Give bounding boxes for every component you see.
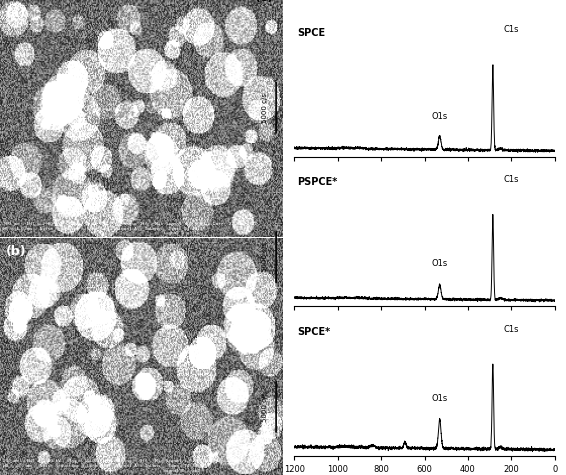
Text: 5000 c/s: 5000 c/s: [262, 392, 268, 422]
Text: 5000 c/s: 5000 c/s: [262, 93, 268, 123]
Text: 200 nm   EHT = 2.00 kV   Mag = 50.00 K X   Mixing = Off   Mix Signal = 0.0000   : 200 nm EHT = 2.00 kV Mag = 50.00 K X Mix…: [3, 459, 258, 473]
Text: C1s: C1s: [504, 25, 519, 34]
Text: SPCE: SPCE: [297, 28, 325, 38]
Text: PSPCE*: PSPCE*: [297, 178, 337, 188]
Text: O1s: O1s: [431, 394, 448, 403]
Text: C1s: C1s: [504, 175, 519, 184]
Text: SPCE*: SPCE*: [297, 327, 330, 337]
Text: (c): (c): [255, 0, 275, 4]
Text: C1s: C1s: [504, 324, 519, 333]
Text: O1s: O1s: [431, 112, 448, 121]
Text: 5000 c/s: 5000 c/s: [262, 242, 268, 272]
Text: (a): (a): [6, 7, 26, 20]
Text: (b): (b): [6, 245, 26, 257]
Text: 200 nm   EHT = 2.00 kV   Mag = 50.00 K X   Mixing = Off   Mix Signal = 0.0000   : 200 nm EHT = 2.00 kV Mag = 50.00 K X Mix…: [3, 222, 258, 235]
Text: O1s: O1s: [431, 259, 448, 268]
